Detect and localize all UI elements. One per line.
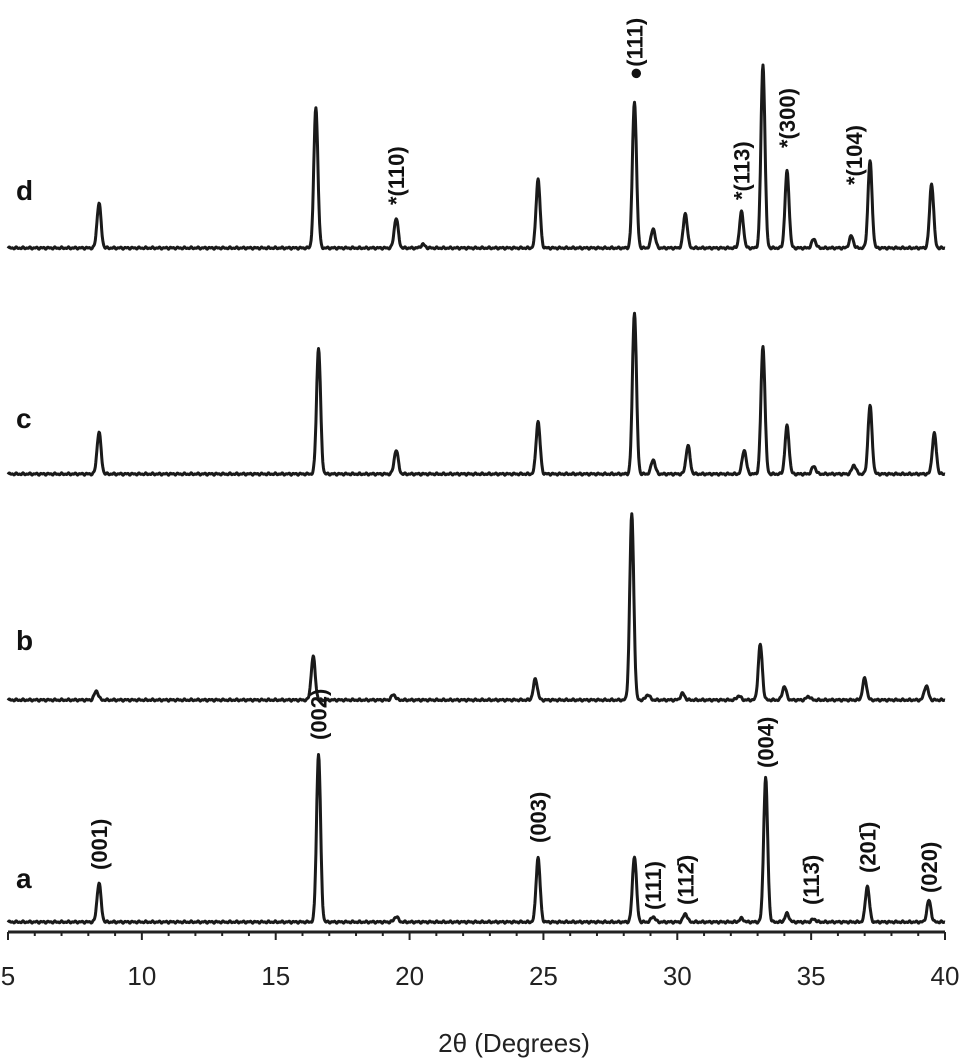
series-label-b: b: [16, 625, 33, 656]
series-labels-group: a b c d: [16, 175, 33, 894]
traces-group: [6, 63, 946, 925]
peak-label-d-12: *(300): [775, 88, 800, 148]
x-tick-label: 15: [261, 961, 290, 991]
x-tick-label: 10: [127, 961, 156, 991]
peak-label-d-10: ●(111): [622, 18, 647, 80]
peak-labels-group: (001) (002) (003) (111) (112̄) (004) (113̄) (20…: [87, 18, 942, 910]
peak-label-a-3: (111): [641, 861, 666, 910]
series-label-d: d: [16, 175, 33, 206]
peak-label-d-9: *(110): [384, 146, 409, 205]
peak-label-a-5: (004): [754, 717, 779, 768]
x-tick-label: 5: [1, 961, 15, 991]
peak-label-a-2: (003): [526, 792, 551, 843]
x-axis: 5 10 15 20 25 30 35 40: [1, 930, 960, 991]
x-tick-label: 30: [663, 961, 692, 991]
peak-label-d-13: *(104): [842, 125, 867, 185]
x-tick-label: 20: [395, 961, 424, 991]
peak-label-a-6: (113̄): [799, 855, 824, 905]
x-axis-title: 2θ (Degrees): [438, 1028, 590, 1058]
x-tick-label: 35: [797, 961, 826, 991]
x-tick-label: 25: [529, 961, 558, 991]
peak-label-a-1: (002): [307, 689, 332, 740]
trace-series-d: [6, 63, 946, 251]
trace-series-a: [6, 753, 946, 925]
peak-label-a-8: (020): [917, 842, 942, 893]
x-axis-ticks: 5 10 15 20 25 30 35 40: [1, 932, 960, 991]
series-label-c: c: [16, 403, 32, 434]
peak-label-a-4: (112̄): [673, 855, 698, 905]
series-label-a: a: [16, 863, 32, 894]
peak-label-d-11: *(113): [730, 141, 755, 200]
trace-series-c: [6, 311, 946, 477]
peak-label-a-7: (201̄): [855, 822, 880, 873]
peak-label-a-0: (001): [87, 819, 112, 870]
x-tick-label: 40: [931, 961, 960, 991]
trace-series-b: [6, 512, 946, 703]
